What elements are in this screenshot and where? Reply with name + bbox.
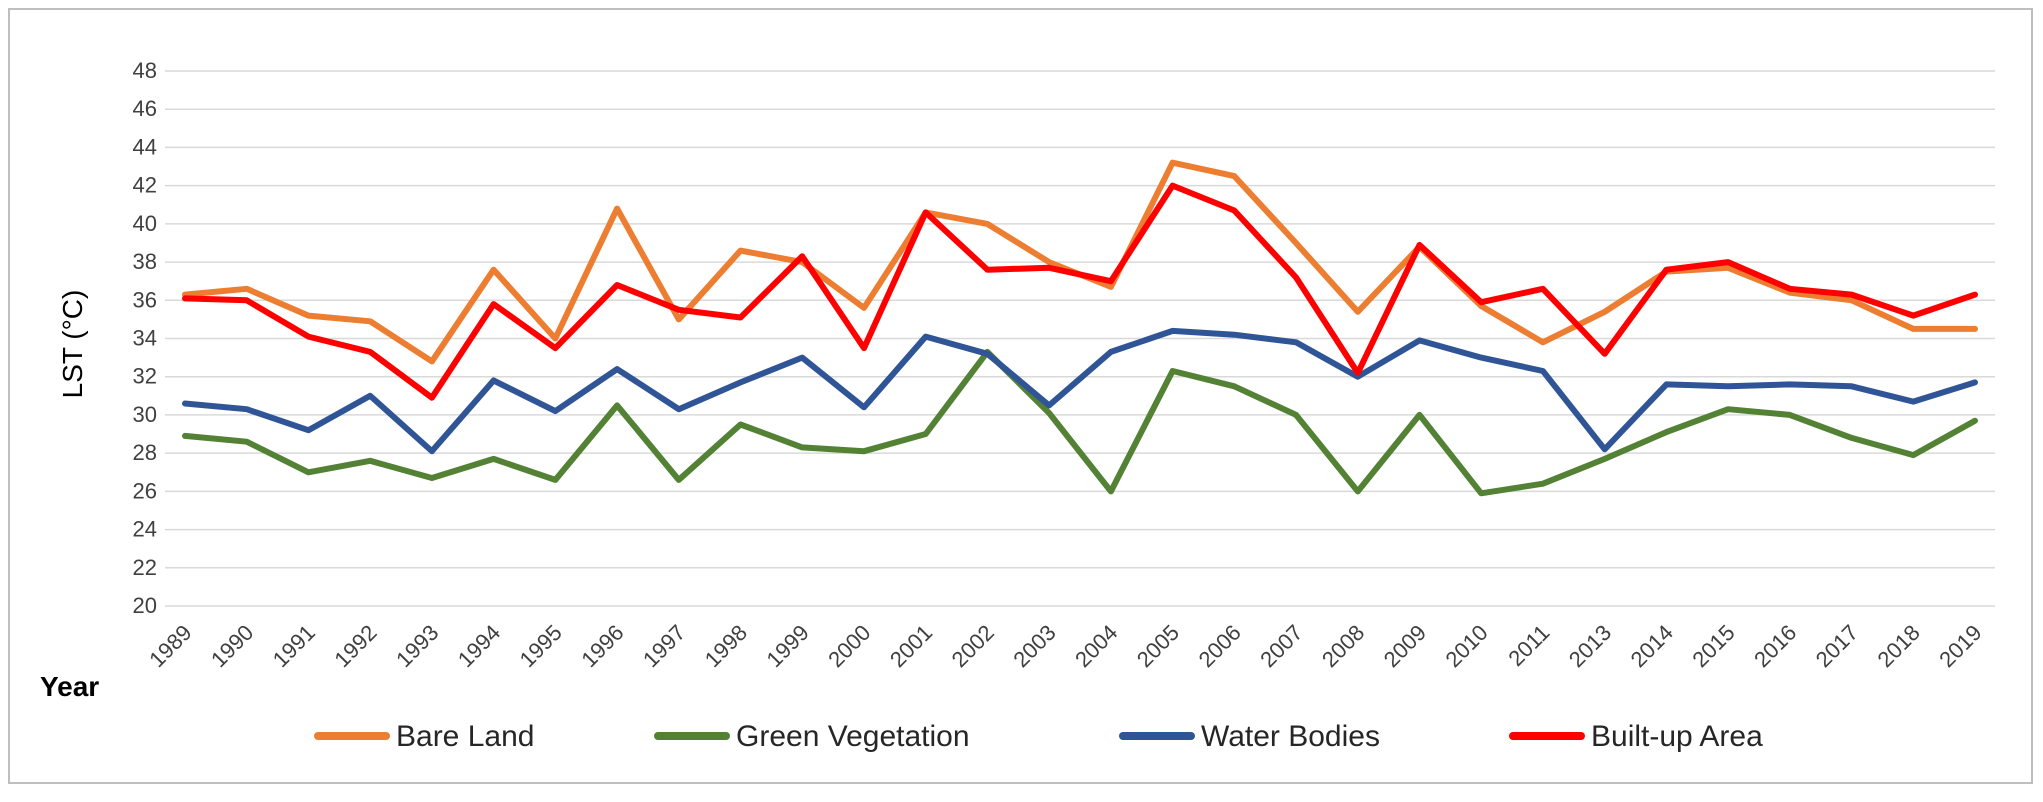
x-tick-label: 1999 <box>761 620 813 672</box>
y-tick-label: 44 <box>133 134 157 159</box>
x-tick-label: 1992 <box>329 620 381 672</box>
y-tick-label: 36 <box>133 287 157 312</box>
y-tick-labels: 20 22 24 26 28 30 32 34 36 38 40 42 44 46 48 <box>133 58 157 618</box>
legend-item: Water Bodies <box>1119 720 1380 753</box>
x-tick-label: 1998 <box>700 620 752 672</box>
y-tick-label: 34 <box>133 326 157 351</box>
y-tick-label: 40 <box>133 211 157 236</box>
series-line-built-up-area <box>182 182 1978 401</box>
y-tick-label: 20 <box>133 593 157 618</box>
x-tick-label: 2019 <box>1934 620 1986 672</box>
legend-item: Bare Land <box>314 720 534 753</box>
y-tick-label: 24 <box>133 517 157 542</box>
x-tick-label: 2000 <box>823 620 875 672</box>
y-tick-label: 30 <box>133 402 157 427</box>
y-tick-label: 46 <box>133 96 157 121</box>
legend: Bare Land Green Vegetation Water Bodies Bui… <box>314 720 1763 753</box>
x-tick-label: 1989 <box>144 620 196 672</box>
x-tick-label: 1990 <box>206 620 258 672</box>
chart-frame: 20 22 24 26 28 30 32 34 36 38 40 42 44 46 48 1989 1990 1… <box>8 8 2033 784</box>
series-line-green-vegetation <box>182 348 1978 497</box>
y-tick-label: 42 <box>133 173 157 198</box>
y-tick-label: 32 <box>133 364 157 389</box>
legend-label: Built-up Area <box>1591 720 1763 753</box>
y-axis-title: LST (°C) <box>57 290 88 399</box>
x-tick-label: 2008 <box>1317 620 1369 672</box>
legend-item: Built-up Area <box>1509 720 1763 753</box>
x-tick-label: 2002 <box>947 620 999 672</box>
series-lines <box>182 159 1978 497</box>
x-tick-label: 1996 <box>576 620 628 672</box>
legend-label: Green Vegetation <box>736 720 970 753</box>
x-tick-label: 1997 <box>638 620 690 672</box>
legend-label: Bare Land <box>396 720 534 753</box>
x-tick-label: 2001 <box>885 620 937 672</box>
x-tick-label: 2005 <box>1132 620 1184 672</box>
x-axis-title: Year <box>40 671 99 702</box>
y-tick-label: 48 <box>133 58 157 83</box>
x-tick-label: 1994 <box>453 620 505 672</box>
y-tick-label: 22 <box>133 555 157 580</box>
x-tick-label: 2017 <box>1811 620 1863 672</box>
y-tick-label: 26 <box>133 478 157 503</box>
x-tick-label: 2010 <box>1440 620 1492 672</box>
x-tick-label: 2014 <box>1626 620 1678 672</box>
x-tick-label: 2018 <box>1873 620 1925 672</box>
legend-label: Water Bodies <box>1201 720 1380 753</box>
x-tick-label: 2013 <box>1564 620 1616 672</box>
series-line-water-bodies <box>182 327 1978 455</box>
x-tick-labels: 1989 1990 1991 1992 1993 1994 1995 1996 1997 1998… <box>144 620 1986 672</box>
x-tick-label: 2011 <box>1503 620 1554 671</box>
x-tick-label: 1995 <box>515 620 567 672</box>
x-tick-label: 2009 <box>1379 620 1431 672</box>
x-tick-label: 2004 <box>1070 620 1122 672</box>
y-tick-label: 28 <box>133 440 157 465</box>
x-tick-label: 2003 <box>1008 620 1060 672</box>
x-tick-label: 2006 <box>1194 620 1246 672</box>
x-tick-label: 2007 <box>1255 620 1307 672</box>
x-tick-label: 1991 <box>268 620 320 672</box>
x-tick-label: 2016 <box>1749 620 1801 672</box>
x-tick-label: 1993 <box>391 620 443 672</box>
gridlines <box>165 70 1995 607</box>
x-tick-label: 2015 <box>1687 620 1739 672</box>
y-tick-label: 38 <box>133 249 157 274</box>
legend-item: Green Vegetation <box>654 720 970 753</box>
